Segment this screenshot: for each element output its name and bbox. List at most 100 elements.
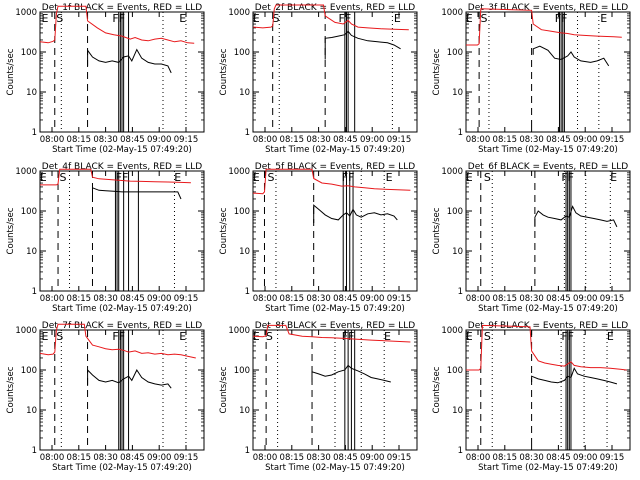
plot-title: Det_3f BLACK = Events, RED = LLD [468, 3, 628, 13]
x-tick-label: 08:00 [253, 294, 278, 304]
event-letter: E [253, 171, 260, 184]
x-axis-label: Start Time (02-May-15 07:49:20) [265, 304, 405, 314]
y-tick-label: 1 [458, 446, 463, 456]
y-tick-label: 1 [458, 287, 463, 297]
event-letter: E [41, 12, 48, 25]
x-tick-label: 09:00 [147, 453, 172, 463]
x-tick-label: 08:15 [280, 453, 305, 463]
y-axis-label: Counts/sec [219, 207, 229, 254]
plot-title: Det_4f BLACK = Events, RED = LLD [42, 162, 202, 172]
event-letter: E [607, 330, 614, 343]
subplot-1: Det_1f BLACK = Events, RED = LLD Counts/s… [6, 3, 205, 155]
y-axis-label: Counts/sec [432, 48, 442, 95]
plot-title: Det_9f BLACK = Events, RED = LLD [468, 321, 628, 331]
x-axis-label: Start Time (02-May-15 07:49:20) [265, 145, 405, 155]
event-letter: FF [555, 12, 568, 25]
event-letter: S [268, 171, 275, 184]
y-tick-label: 10 [452, 406, 463, 416]
event-letter: FF [561, 330, 574, 343]
subplot-3: Det_3f BLACK = Events, RED = LLD Counts/s… [432, 3, 631, 155]
subplot-6: Det_6f BLACK = Events, RED = LLD Counts/s… [432, 162, 631, 314]
x-tick-label: 08:15 [67, 135, 92, 145]
subplot-8: Det_8f BLACK = Events, RED = LLD Counts/s… [219, 321, 418, 473]
x-tick-label: 08:45 [120, 294, 145, 304]
event-letter: E [386, 171, 393, 184]
x-tick-label: 08:45 [546, 135, 571, 145]
x-tick-label: 09:15 [600, 135, 625, 145]
x-tick-label: 08:30 [306, 294, 331, 304]
plot-title: Det_6f BLACK = Events, RED = LLD [468, 162, 628, 172]
event-letter: S [272, 12, 279, 25]
y-tick-label: 1000 [228, 326, 250, 336]
plot-title: Det_5f BLACK = Events, RED = LLD [255, 162, 415, 172]
x-tick-label: 08:45 [333, 453, 358, 463]
y-tick-label: 1000 [441, 326, 463, 336]
event-letter: E [466, 12, 473, 25]
x-tick-label: 08:00 [253, 453, 278, 463]
y-tick-label: 1000 [15, 326, 37, 336]
x-tick-label: 08:30 [519, 453, 544, 463]
event-letter: E [253, 12, 260, 25]
event-letter: E [394, 12, 401, 25]
subplot-2: Det_2f BLACK = Events, RED = LLD Counts/s… [219, 3, 418, 155]
y-tick-label: 1 [32, 446, 37, 456]
y-axis-label: Counts/sec [219, 366, 229, 413]
subplot-5: Det_5f BLACK = Events, RED = LLD Counts/s… [219, 162, 418, 314]
lld-series-line [466, 324, 627, 371]
event-letter: E [466, 330, 473, 343]
plot-title: Det_7f BLACK = Events, RED = LLD [42, 321, 202, 331]
x-tick-label: 08:15 [493, 135, 518, 145]
x-axis-label: Start Time (02-May-15 07:49:20) [478, 304, 618, 314]
x-tick-label: 08:30 [306, 453, 331, 463]
event-letter: FF [339, 12, 352, 25]
x-axis-label: Start Time (02-May-15 07:49:20) [52, 304, 192, 314]
subplot-7: Det_7f BLACK = Events, RED = LLD Counts/s… [6, 321, 205, 473]
event-letter: FF [342, 330, 355, 343]
x-tick-label: 08:15 [493, 294, 518, 304]
y-tick-label: 10 [239, 88, 250, 98]
x-tick-label: 08:00 [466, 294, 491, 304]
y-tick-label: 10 [452, 88, 463, 98]
lld-series-line [39, 323, 196, 359]
events-series-line [531, 367, 618, 385]
plot-frame [465, 11, 631, 133]
lld-series-line [39, 5, 195, 44]
plot-frame [252, 170, 418, 292]
y-tick-label: 10 [26, 88, 37, 98]
y-tick-label: 100 [447, 207, 463, 217]
event-letter: E [179, 330, 186, 343]
x-tick-label: 08:30 [519, 135, 544, 145]
x-tick-label: 08:15 [493, 453, 518, 463]
event-letter: E [174, 171, 181, 184]
y-tick-label: 10 [26, 406, 37, 416]
x-tick-label: 08:30 [93, 294, 118, 304]
x-axis-label: Start Time (02-May-15 07:49:20) [478, 145, 618, 155]
x-tick-label: 09:00 [147, 135, 172, 145]
events-series-line [313, 204, 398, 223]
y-tick-label: 1000 [228, 167, 250, 177]
plot-title: Det_8f BLACK = Events, RED = LLD [255, 321, 415, 331]
y-tick-label: 10 [26, 247, 37, 257]
event-letter: E [600, 12, 607, 25]
x-tick-label: 09:15 [600, 453, 625, 463]
plot-frame [252, 11, 418, 133]
x-tick-label: 08:30 [93, 135, 118, 145]
plot-frame [465, 170, 631, 292]
y-axis-label: Counts/sec [432, 366, 442, 413]
event-letter: E [41, 330, 48, 343]
lld-series-line [252, 168, 411, 195]
y-tick-label: 1 [458, 128, 463, 138]
x-tick-label: 08:45 [546, 453, 571, 463]
y-tick-label: 10 [239, 247, 250, 257]
event-letter: S [484, 171, 491, 184]
y-tick-label: 100 [447, 48, 463, 58]
event-letter: FF [112, 12, 125, 25]
x-tick-label: 08:15 [67, 453, 92, 463]
event-letter: FF [116, 171, 129, 184]
x-tick-label: 09:15 [174, 135, 199, 145]
event-letter: S [56, 12, 63, 25]
y-tick-label: 100 [21, 207, 37, 217]
plot-frame [39, 170, 205, 292]
x-tick-label: 09:15 [174, 453, 199, 463]
event-letter: E [610, 171, 617, 184]
